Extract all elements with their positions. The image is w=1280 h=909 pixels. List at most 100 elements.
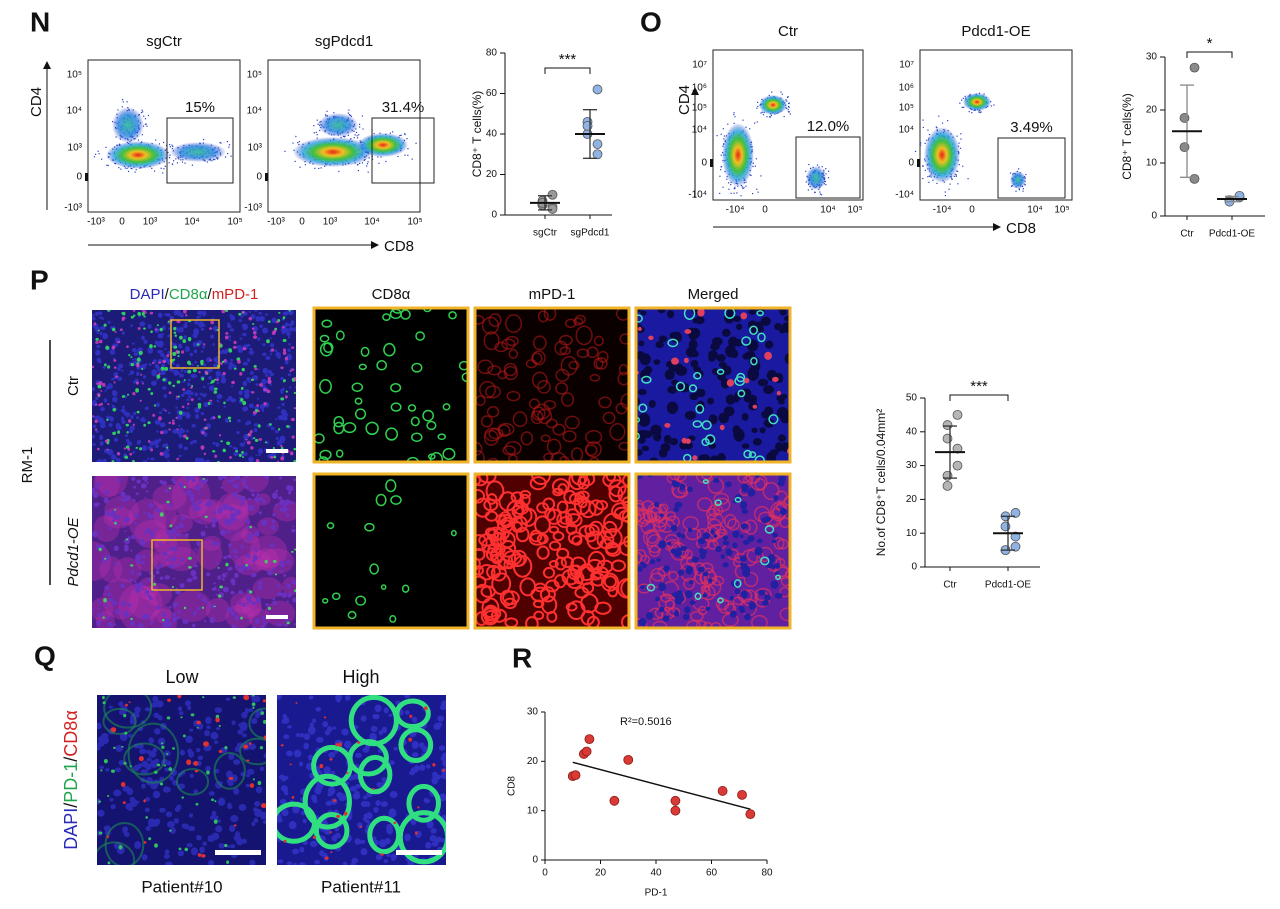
cell	[662, 615, 670, 622]
cell	[331, 835, 338, 842]
cell	[279, 435, 286, 443]
cell	[245, 476, 249, 479]
event	[754, 165, 756, 167]
cell	[94, 484, 99, 489]
cell	[697, 566, 705, 573]
cell	[283, 734, 290, 739]
cell	[132, 451, 135, 454]
event	[924, 142, 926, 144]
cell	[145, 796, 151, 802]
cell	[261, 378, 267, 385]
stain-part: DAPI	[130, 286, 165, 303]
cell	[357, 822, 363, 829]
cell	[238, 390, 243, 396]
event	[928, 181, 930, 183]
cell	[216, 329, 219, 332]
event	[373, 132, 375, 135]
cell	[191, 363, 194, 366]
cell	[293, 377, 296, 381]
cell	[187, 378, 191, 382]
cell	[215, 378, 220, 382]
event	[927, 176, 929, 178]
event	[326, 110, 328, 112]
cell	[205, 459, 211, 462]
density	[759, 95, 787, 115]
cell	[733, 579, 742, 588]
cell	[169, 546, 173, 551]
cell	[435, 836, 442, 842]
cell	[229, 456, 233, 459]
cell	[167, 698, 171, 702]
event	[827, 170, 830, 172]
cell	[244, 389, 250, 394]
cell	[253, 427, 258, 433]
cell	[571, 535, 583, 546]
cell	[196, 343, 200, 346]
cell	[229, 419, 232, 423]
cell	[603, 528, 623, 549]
cell	[312, 718, 317, 723]
cell	[171, 419, 175, 422]
cell	[93, 476, 120, 499]
event	[760, 112, 762, 114]
event	[211, 160, 213, 162]
cell	[151, 553, 169, 569]
cell	[275, 320, 280, 324]
event	[399, 134, 401, 137]
patient-label: Patient#10	[141, 877, 222, 896]
cell	[319, 342, 333, 357]
cell	[674, 473, 687, 482]
cell	[175, 768, 210, 796]
event	[333, 112, 335, 114]
cell	[117, 376, 122, 382]
cell	[96, 620, 102, 626]
cell	[176, 415, 183, 420]
cell	[173, 345, 178, 349]
cell	[249, 525, 252, 529]
cell	[383, 859, 389, 864]
cell	[292, 598, 296, 603]
cell	[103, 758, 108, 764]
cell	[115, 767, 121, 773]
cell	[267, 570, 274, 576]
event	[971, 112, 973, 114]
cell	[135, 492, 139, 495]
cell	[112, 357, 116, 360]
event	[358, 134, 360, 136]
cell	[247, 525, 251, 530]
event	[823, 169, 825, 171]
cell	[95, 340, 99, 344]
cell	[171, 586, 175, 589]
cell	[717, 599, 735, 614]
cell	[237, 418, 241, 423]
cell	[774, 323, 782, 331]
cell	[221, 577, 225, 581]
cell	[291, 796, 295, 799]
event	[226, 140, 228, 143]
cell	[219, 585, 224, 589]
density	[318, 113, 358, 137]
cell	[243, 441, 246, 444]
cell	[162, 624, 168, 628]
cell	[115, 343, 119, 347]
cell	[559, 346, 571, 356]
cell	[181, 350, 185, 354]
cell	[242, 310, 245, 314]
density	[1010, 171, 1026, 189]
cell	[129, 425, 135, 431]
cell	[649, 572, 664, 588]
cell	[428, 453, 436, 460]
event	[780, 91, 782, 93]
cell	[257, 337, 261, 341]
flow-frame	[712, 49, 864, 201]
event	[220, 142, 222, 144]
axis-block	[85, 173, 88, 181]
x-tick-label: 40	[650, 868, 662, 879]
cell	[130, 324, 134, 327]
cell	[102, 707, 137, 735]
cell	[196, 760, 202, 767]
event	[219, 141, 221, 144]
event	[770, 115, 772, 117]
cell	[282, 316, 286, 319]
cell	[568, 492, 584, 506]
